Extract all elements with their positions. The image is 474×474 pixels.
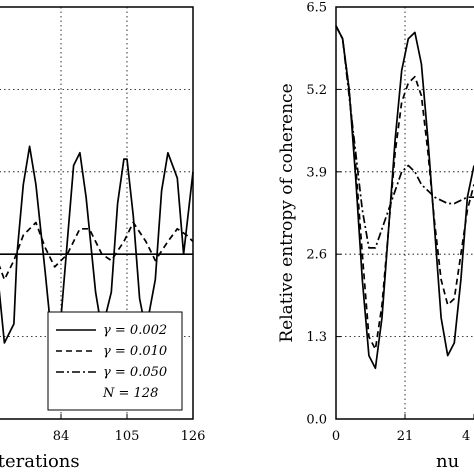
left-x-tick-label-2: 126: [181, 429, 206, 444]
right-series-dashdot-line: [335, 25, 474, 249]
legend-label-2: γ = 0.050: [103, 365, 167, 380]
legend: γ = 0.002 γ = 0.010 γ = 0.050 N = 128: [47, 311, 183, 411]
right-y-tick-label-1: 1.3: [306, 330, 327, 345]
legend-box: [47, 311, 183, 411]
left-x-ticks: 84 105 126: [53, 414, 206, 444]
left-x-axis-label: iterations: [0, 451, 80, 472]
right-grid: [336, 7, 474, 419]
right-x-tick-label-0: 0: [332, 429, 340, 444]
right-y-tick-label-4: 5.2: [306, 83, 327, 98]
right-series-solid-line: [335, 25, 474, 370]
right-y-tick-label-3: 3.9: [306, 165, 327, 180]
right-x-ticks: 0 21 4: [332, 414, 474, 444]
right-y-tick-label-0: 0.0: [306, 413, 327, 428]
right-y-tick-label-2: 2.6: [306, 248, 327, 263]
left-series: [0, 145, 194, 344]
right-y-ticks: 0.0 1.3 2.6 3.9 5.2 6.5: [306, 1, 341, 428]
left-x-tick-label-0: 84: [53, 429, 70, 444]
right-x-tick-label-2: 4: [462, 429, 470, 444]
legend-label-1: γ = 0.010: [103, 344, 167, 359]
left-plot-frame: [0, 6, 194, 420]
left-panel: 84 105 126 iterations γ = 0.002 γ = 0.010 …: [0, 6, 206, 472]
right-y-axis-label: Relative entropy of coherence: [277, 83, 297, 342]
left-x-tick-label-1: 105: [115, 429, 140, 444]
legend-label-0: γ = 0.002: [103, 323, 167, 338]
legend-label-3: N = 128: [102, 386, 158, 401]
right-series: [335, 25, 474, 370]
left-series-dashed-line: [0, 221, 194, 281]
right-series-dashed-line: [335, 25, 474, 351]
right-y-tick-label-5: 6.5: [306, 1, 327, 16]
left-series-solid-line: [0, 145, 194, 344]
right-x-axis-label: nu: [436, 451, 459, 472]
right-panel: 0.0 1.3 2.6 3.9 5.2 6.5 0 21 4 Relative entropy…: [277, 1, 474, 472]
right-plot-frame: [335, 6, 474, 420]
right-x-tick-label-1: 21: [397, 429, 414, 444]
